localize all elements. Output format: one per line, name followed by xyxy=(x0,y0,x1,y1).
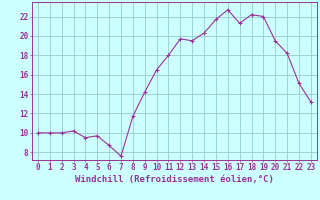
X-axis label: Windchill (Refroidissement éolien,°C): Windchill (Refroidissement éolien,°C) xyxy=(75,175,274,184)
